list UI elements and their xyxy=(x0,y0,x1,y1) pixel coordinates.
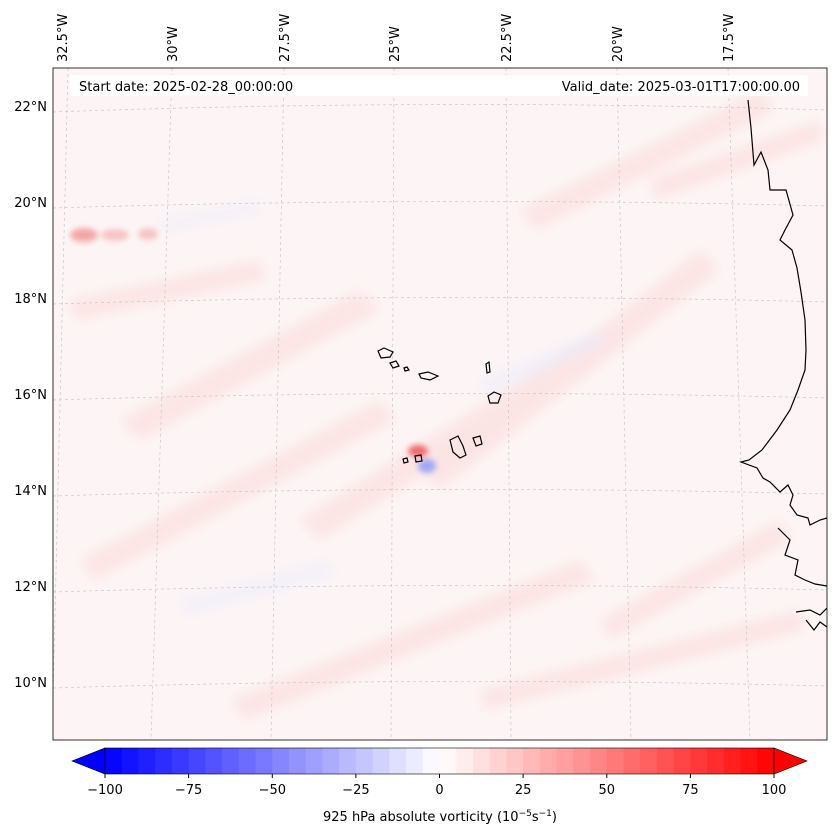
lon-label: 22.5°W xyxy=(500,14,515,62)
colorbar-segment xyxy=(339,748,357,774)
colorbar-segment xyxy=(272,748,290,774)
colorbar-segment xyxy=(188,748,206,774)
colorbar-max-arrow xyxy=(773,747,808,775)
lat-label: 22°N xyxy=(14,100,47,115)
colorbar-segment xyxy=(757,748,775,774)
colorbar-segment xyxy=(305,748,323,774)
colorbar-segment xyxy=(222,748,240,774)
colorbar-segment xyxy=(640,748,658,774)
colorbar-tick-label: −25 xyxy=(342,783,369,798)
colorbar-tick-label: −100 xyxy=(87,783,123,798)
colorbar-segment xyxy=(690,748,708,774)
colorbar-segment xyxy=(255,748,273,774)
date-banner: Start date: 2025-02-28_00:00:00 Valid_da… xyxy=(70,75,808,96)
colorbar-tick-labels: −100 −75 −50 −25 0 25 50 75 100 xyxy=(87,783,786,798)
colorbar-ticks xyxy=(104,774,775,778)
colorbar-segment xyxy=(171,748,190,774)
valid-date-text: Valid_date: 2025-03-01T17:00:00.00 xyxy=(562,80,800,95)
colorbar-segment xyxy=(121,748,139,774)
colorbar-segment xyxy=(506,748,524,774)
colorbar-segment xyxy=(288,748,307,774)
colorbar-min-arrow xyxy=(71,747,106,775)
lat-label: 20°N xyxy=(14,196,47,211)
lon-label: 30°W xyxy=(166,26,181,62)
colorbar-segment xyxy=(673,748,691,774)
colorbar-segment xyxy=(740,748,758,774)
longitude-labels: 32.5°W 30°W 27.5°W 25°W 22.5°W 20°W 17.5… xyxy=(56,14,737,62)
colorbar-segment xyxy=(590,748,608,774)
colorbar-tick-label: 50 xyxy=(599,783,616,798)
colorbar-tick-label: −50 xyxy=(259,783,286,798)
lat-label: 18°N xyxy=(14,292,47,307)
colorbar-segment xyxy=(623,748,641,774)
colorbar-tick-label: 0 xyxy=(435,783,443,798)
colorbar-segment xyxy=(456,748,474,774)
coastline xyxy=(738,99,827,631)
colorbar-segments xyxy=(105,748,775,774)
start-date-text: Start date: 2025-02-28_00:00:00 xyxy=(79,80,293,95)
colorbar-label: 925 hPa absolute vorticity (10−5s−1) xyxy=(323,809,557,825)
colorbar-segment xyxy=(606,748,624,774)
lon-label: 17.5°W xyxy=(722,14,737,62)
latitude-labels: 22°N 20°N 18°N 16°N 14°N 12°N 10°N xyxy=(14,100,47,691)
map-panel xyxy=(52,67,828,741)
colorbar: −100 −75 −50 −25 0 25 50 75 100 925 hPa … xyxy=(71,747,808,825)
colorbar-segment xyxy=(573,748,591,774)
colorbar-segment xyxy=(523,748,541,774)
colorbar-segment xyxy=(138,748,156,774)
map-gridlines xyxy=(53,68,827,740)
lon-label: 32.5°W xyxy=(56,14,71,62)
lat-label: 16°N xyxy=(14,388,47,403)
lon-label: 20°W xyxy=(611,26,626,62)
colorbar-segment xyxy=(707,748,725,774)
colorbar-tick-label: −75 xyxy=(175,783,202,798)
colorbar-tick-label: 100 xyxy=(762,783,787,798)
colorbar-segment xyxy=(422,748,440,774)
colorbar-segment xyxy=(439,748,457,774)
vorticity-field xyxy=(53,68,827,740)
colorbar-segment xyxy=(472,748,491,774)
colorbar-segment xyxy=(355,748,374,774)
colorbar-tick-label: 75 xyxy=(682,783,699,798)
colorbar-segment xyxy=(489,748,507,774)
colorbar-segment xyxy=(372,748,390,774)
lat-label: 12°N xyxy=(14,580,47,595)
colorbar-segment xyxy=(539,748,557,774)
colorbar-tick-label: 25 xyxy=(515,783,532,798)
lat-label: 14°N xyxy=(14,484,47,499)
colorbar-segment xyxy=(406,748,424,774)
colorbar-segment xyxy=(656,748,675,774)
colorbar-segment xyxy=(389,748,407,774)
colorbar-segment xyxy=(322,748,340,774)
colorbar-segment xyxy=(155,748,173,774)
colorbar-segment xyxy=(723,748,741,774)
colorbar-segment xyxy=(205,748,223,774)
colorbar-segment xyxy=(238,748,256,774)
colorbar-segment xyxy=(556,748,574,774)
lon-label: 25°W xyxy=(388,26,403,62)
lon-label: 27.5°W xyxy=(278,14,293,62)
colorbar-segment xyxy=(105,748,123,774)
cape-verde-islands xyxy=(377,347,502,464)
lat-label: 10°N xyxy=(14,676,47,691)
